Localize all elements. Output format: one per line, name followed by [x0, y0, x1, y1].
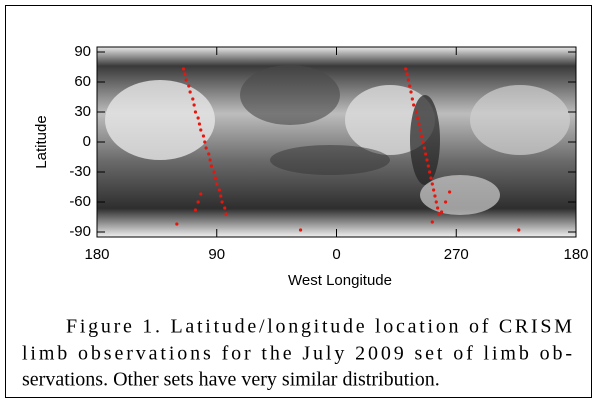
observation-point — [203, 140, 207, 144]
map-background — [97, 47, 576, 237]
observation-point — [440, 210, 444, 214]
observation-point — [433, 194, 437, 198]
observation-point — [417, 122, 421, 126]
observation-point — [430, 220, 434, 224]
observation-point — [447, 190, 452, 194]
observation-point — [212, 170, 216, 174]
observation-point — [209, 164, 214, 168]
observation-point — [183, 72, 187, 76]
observation-point — [405, 72, 409, 76]
y-tick-label: 30 — [74, 103, 91, 120]
observation-point — [298, 228, 303, 232]
observation-point — [223, 206, 227, 210]
observation-point — [428, 170, 432, 174]
x-tick-label: 0 — [332, 246, 340, 263]
x-tick-label: 180 — [563, 246, 588, 263]
observation-point — [418, 128, 422, 132]
observation-point — [404, 67, 408, 71]
observation-point — [217, 188, 222, 192]
caption-line: Figure 1. Latitude/longitude location of… — [66, 316, 572, 338]
observation-point — [424, 152, 428, 156]
caption-line: servations. Other sets have very similar… — [22, 369, 440, 391]
observation-point — [204, 146, 208, 150]
y-tick-label: -90 — [69, 223, 91, 240]
y-tick-label: 60 — [74, 73, 91, 90]
y-tick-label: 0 — [83, 133, 91, 150]
observation-point — [517, 228, 521, 232]
observation-point — [192, 103, 196, 107]
observation-point — [197, 122, 202, 126]
x-tick-label: 90 — [208, 246, 225, 263]
y-tick-label: -60 — [69, 193, 91, 210]
observation-point — [201, 134, 206, 138]
observation-point — [213, 176, 218, 180]
y-tick-label: 90 — [74, 43, 91, 60]
observation-point — [215, 182, 219, 186]
observation-point — [184, 78, 188, 82]
observation-point — [408, 84, 412, 88]
observation-point — [196, 200, 200, 204]
observation-point — [430, 182, 434, 186]
observation-point — [191, 97, 195, 101]
observation-point — [414, 110, 418, 114]
observation-point — [175, 222, 179, 226]
y-axis-label: Latitude — [33, 115, 50, 168]
observation-point — [208, 158, 212, 162]
x-tick-label: 270 — [444, 246, 469, 263]
observation-point — [409, 90, 413, 94]
observation-point — [412, 103, 416, 107]
y-tick-label: -30 — [69, 163, 91, 180]
observation-point — [196, 116, 200, 120]
observation-point — [193, 110, 198, 114]
observation-point — [224, 212, 228, 216]
observation-point — [187, 84, 191, 88]
observation-point — [421, 140, 425, 144]
observation-point — [436, 206, 440, 210]
observation-point — [434, 200, 438, 204]
observation-point — [193, 208, 198, 212]
x-tick-label: 180 — [84, 246, 109, 263]
caption-line: limb observations for the July 2009 set … — [22, 343, 572, 365]
observation-point — [199, 192, 203, 196]
observation-point — [416, 116, 420, 120]
observation-point — [207, 152, 211, 156]
observation-point — [429, 176, 433, 180]
observation-point — [444, 200, 448, 204]
observation-point — [432, 188, 436, 192]
observation-point — [426, 164, 430, 168]
observation-point — [420, 134, 424, 138]
observation-point — [437, 212, 441, 216]
observation-point — [188, 90, 192, 94]
observation-point — [219, 194, 223, 198]
observation-point — [410, 97, 414, 101]
observation-point — [181, 67, 186, 71]
observation-point — [199, 128, 203, 132]
observation-point — [406, 78, 410, 82]
observation-point — [422, 146, 426, 150]
observation-point — [425, 158, 429, 162]
observation-point — [220, 200, 224, 204]
figure-border — [5, 5, 592, 398]
x-axis-label: West Longitude — [288, 272, 392, 289]
